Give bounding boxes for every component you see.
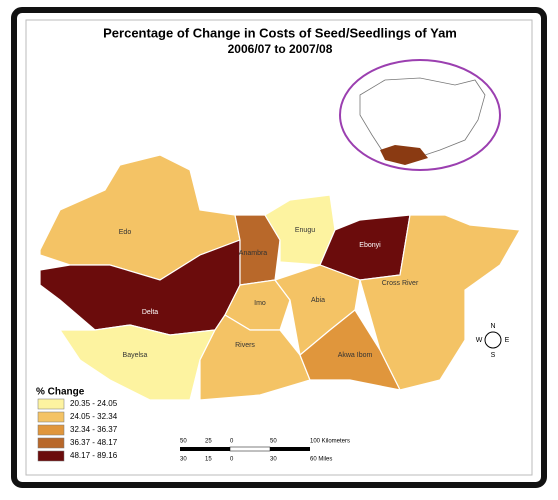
scale-km-label: 0	[230, 439, 234, 445]
subtitle: 2006/07 to 2007/08	[228, 42, 333, 56]
state-label: Rivers	[235, 342, 255, 349]
state-area	[299, 309, 402, 391]
state-label: Anambra	[239, 250, 268, 257]
legend-label: 36.37 - 48.17	[70, 438, 118, 447]
legend-swatch	[37, 411, 65, 423]
state-label: Abia	[311, 297, 325, 304]
state-label: Akwa Ibom	[338, 352, 373, 359]
scale-km-label: 50	[180, 439, 187, 445]
state-label: Imo	[254, 300, 266, 307]
legend-label: 24.05 - 32.34	[70, 412, 118, 421]
inset-country	[359, 77, 486, 161]
compass-e: E	[505, 337, 510, 344]
legend-swatch	[37, 437, 65, 449]
legend-label: 32.34 - 36.37	[70, 425, 118, 434]
compass-s: S	[491, 352, 496, 359]
scale-mile-label: 30	[180, 457, 187, 463]
state-label: Ebonyi	[359, 242, 381, 249]
legend-swatch	[37, 450, 65, 462]
scale-km-label: 50	[270, 439, 277, 445]
state-label: Bayelsa	[123, 352, 148, 359]
state-label: Edo	[119, 229, 132, 236]
legend: 20.35 - 24.05 24.05 - 32.34 32.34 - 36.37 3…	[37, 398, 118, 462]
legend-label: 48.17 - 89.16	[70, 451, 118, 460]
compass-w: W	[476, 337, 483, 344]
states	[39, 154, 521, 401]
compass: N S E W	[476, 323, 510, 359]
scale-mile-label: 15	[205, 457, 212, 463]
legend-swatch	[37, 424, 65, 436]
state-label: Cross River	[382, 280, 419, 287]
scale-mile-label: 30	[270, 457, 277, 463]
scale-mile-label: 0	[230, 457, 234, 463]
title: Percentage of Change in Costs of Seed/Se…	[103, 25, 457, 40]
scale-km-label: 100 Kilometers	[310, 439, 350, 445]
legend-title: % Change	[36, 387, 85, 398]
compass-n: N	[490, 323, 495, 330]
state-label: Enugu	[295, 227, 315, 234]
legend-swatch	[37, 398, 65, 410]
inset-region	[380, 145, 428, 165]
state-label: Delta	[142, 309, 158, 316]
scale-bar	[180, 446, 310, 452]
scale-labels: 50 25 0 50 100 Kilometers 30 15 0 30 60 Miles	[180, 439, 350, 463]
scale-km-label: 25	[205, 439, 212, 445]
scale-mile-label: 60 Miles	[310, 457, 332, 463]
compass-rose	[484, 331, 502, 349]
state-labels: Edo Delta Bayelsa Anambra Enugu Ebonyi Cros…	[119, 227, 419, 359]
legend-label: 20.35 - 24.05	[70, 399, 118, 408]
